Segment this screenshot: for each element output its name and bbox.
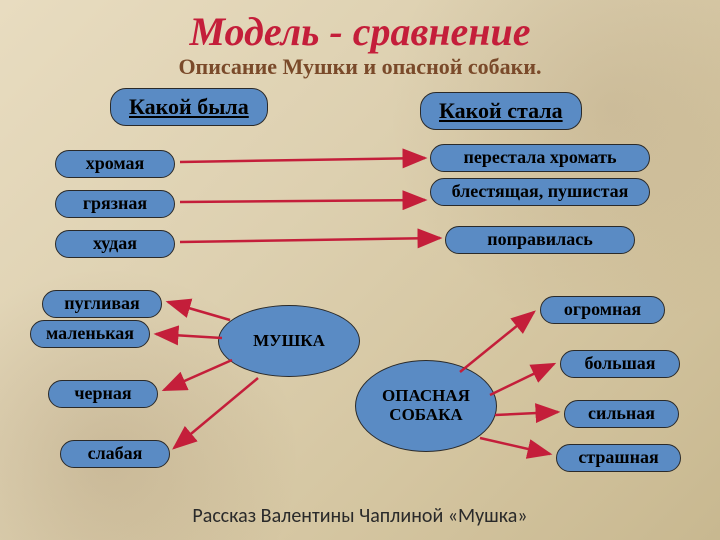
center-opasnaya-label: ОПАСНАЯ СОБАКА bbox=[356, 387, 496, 424]
opasnaya-a: огромная bbox=[540, 296, 665, 324]
header-right: Какой стала bbox=[420, 92, 582, 130]
opasnaya-c: сильная bbox=[564, 400, 679, 428]
mushka-c: черная bbox=[48, 380, 158, 408]
row2-left: грязная bbox=[55, 190, 175, 218]
opasnaya-b: большая bbox=[560, 350, 680, 378]
mushka-d: слабая bbox=[60, 440, 170, 468]
row3-right: поправилась bbox=[445, 226, 635, 254]
header-left: Какой была bbox=[110, 88, 268, 126]
center-opasnaya: ОПАСНАЯ СОБАКА bbox=[355, 360, 497, 452]
page-subtitle: Описание Мушки и опасной собаки. bbox=[0, 54, 720, 80]
center-mushka: МУШКА bbox=[218, 305, 360, 377]
row1-left: хромая bbox=[55, 150, 175, 178]
row1-right: перестала хромать bbox=[430, 144, 650, 172]
center-mushka-label: МУШКА bbox=[253, 332, 325, 351]
page-title: Модель - сравнение bbox=[0, 8, 720, 55]
mushka-b: маленькая bbox=[30, 320, 150, 348]
row2-right: блестящая, пушистая bbox=[430, 178, 650, 206]
opasnaya-d: страшная bbox=[556, 444, 681, 472]
row3-left: худая bbox=[55, 230, 175, 258]
mushka-a: пугливая bbox=[42, 290, 162, 318]
page-footer: Рассказ Валентины Чаплиной «Мушка» bbox=[0, 504, 720, 528]
